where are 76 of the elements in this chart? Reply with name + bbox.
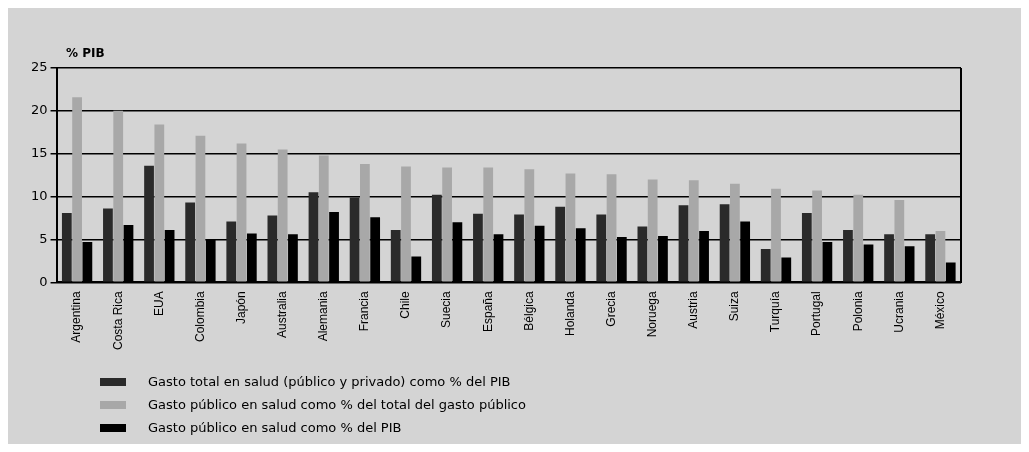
- y-tick-label: 0: [39, 273, 48, 289]
- x-tick-label: Suecia: [439, 291, 454, 329]
- x-tick-label: Ucrania: [891, 291, 906, 333]
- bar: [72, 97, 82, 282]
- bar: [843, 230, 853, 282]
- bar: [606, 174, 617, 282]
- bar: [431, 194, 442, 282]
- x-tick-label: Suiza: [727, 291, 742, 322]
- bar: [719, 204, 730, 282]
- bar: [760, 248, 771, 282]
- bar: [236, 143, 247, 282]
- bar: [318, 155, 329, 282]
- x-tick-label: Chile: [398, 291, 413, 319]
- bar: [555, 206, 566, 282]
- x-tick-label: Polonia: [850, 290, 865, 332]
- bar: [473, 213, 483, 282]
- bar: [935, 230, 946, 282]
- bar: [925, 234, 936, 282]
- bar: [647, 179, 658, 282]
- x-tick-label: España: [480, 290, 495, 333]
- bar: [853, 194, 864, 282]
- x-tick-label: Colombia: [192, 291, 207, 343]
- bar: [277, 149, 288, 282]
- bar: [483, 167, 494, 282]
- bar: [801, 212, 812, 282]
- x-tick-label: Australia: [274, 290, 289, 338]
- bar: [514, 214, 524, 282]
- bar: [103, 208, 113, 282]
- legend-label: Gasto público en salud como % del PIB: [148, 420, 402, 435]
- bar: [360, 164, 370, 282]
- y-tick-label: 10: [31, 187, 48, 203]
- x-tick-label: Grecia: [603, 290, 618, 327]
- x-tick-label: México: [932, 290, 947, 330]
- x-tick-label: EUA: [151, 291, 166, 316]
- x-tick-label: Argentina: [69, 290, 84, 343]
- x-tick-label: Francia: [357, 290, 372, 332]
- bar: [894, 200, 905, 282]
- bar: [688, 180, 699, 282]
- bar: [442, 167, 452, 282]
- x-tick-label: Austria: [686, 291, 701, 329]
- bar: [678, 205, 689, 282]
- bar: [596, 214, 607, 282]
- x-tick-label: Alemania: [316, 290, 331, 342]
- bar: [884, 234, 894, 282]
- bar: [144, 165, 154, 282]
- bar: [154, 124, 165, 282]
- bar: [185, 202, 196, 282]
- bar: [308, 192, 319, 282]
- bar: [565, 173, 576, 282]
- bar: [267, 215, 278, 282]
- y-tick-label: 5: [39, 230, 48, 246]
- x-tick-label: Noruega: [644, 290, 659, 338]
- bar: [195, 135, 206, 282]
- legend-label: Gasto total en salud (público y privado) como % del PIB: [148, 374, 511, 389]
- x-tick-label: Japón: [233, 291, 248, 325]
- y-tick-label: 15: [31, 145, 48, 161]
- y-tick-label: 20: [31, 102, 48, 118]
- y-tick-label: 25: [31, 59, 48, 75]
- x-tick-label: Bélgica: [521, 290, 536, 331]
- y-axis-title: % PIB: [66, 46, 105, 60]
- bar: [61, 212, 72, 282]
- bar: [401, 166, 411, 282]
- bar: [349, 197, 360, 282]
- legend-label: Gasto público en salud como % del total del gasto público: [148, 397, 526, 412]
- bar: [730, 183, 740, 282]
- bar: [226, 221, 237, 282]
- x-tick-label: Portugal: [809, 291, 824, 337]
- bar: [524, 169, 535, 282]
- x-tick-label: Holanda: [562, 290, 577, 337]
- bar: [812, 190, 822, 282]
- bar: [113, 110, 124, 282]
- x-tick-label: Turquía: [768, 291, 783, 333]
- x-tick-label: Costa Rica: [110, 290, 125, 350]
- bar: [390, 230, 401, 282]
- bar: [637, 226, 648, 282]
- bar: [771, 188, 781, 282]
